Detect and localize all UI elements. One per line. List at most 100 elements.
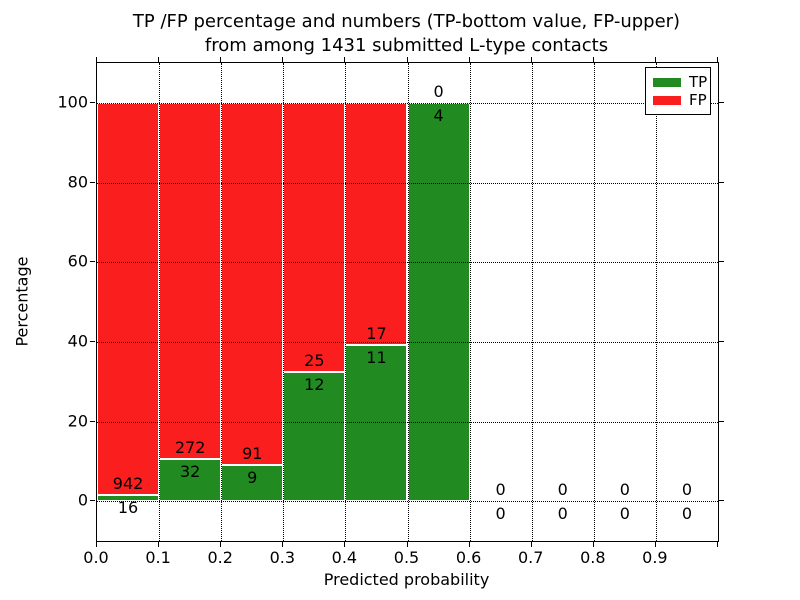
horizontal-gridline xyxy=(97,102,718,104)
chart-title-line2: from among 1431 submitted L-type contact… xyxy=(204,35,609,57)
tp-bar-segment xyxy=(283,371,346,502)
x-tick-label: 0.1 xyxy=(145,548,171,567)
x-axis-top-tick xyxy=(282,57,284,62)
legend-entry-tp: TP xyxy=(653,73,707,91)
fp-count-label: 0 xyxy=(619,480,630,500)
x-axis-top-tick xyxy=(96,57,97,62)
tp-count-label: 0 xyxy=(495,504,506,524)
legend-label-tp: TP xyxy=(689,72,708,91)
x-axis-top-tick xyxy=(592,57,594,62)
x-axis-top-tick xyxy=(468,57,470,62)
x-tick-label: 0.3 xyxy=(269,548,296,567)
x-axis-top-tick xyxy=(158,57,160,62)
horizontal-gridline xyxy=(97,501,718,503)
y-axis-right-tick xyxy=(719,261,724,263)
x-tick-label: 0.8 xyxy=(580,548,606,567)
fp-count-label: 942 xyxy=(112,473,144,493)
y-axis-tick xyxy=(90,261,95,263)
y-tick-label: 100 xyxy=(57,92,88,112)
x-axis-top-tick xyxy=(344,57,346,62)
x-tick-label: 0.2 xyxy=(207,548,233,567)
y-axis-tick xyxy=(90,340,95,342)
x-axis-tick xyxy=(282,542,284,547)
x-tick-label: 0.5 xyxy=(393,548,420,567)
x-axis-tick xyxy=(220,542,222,547)
y-axis-tick xyxy=(90,101,95,103)
x-axis-tick xyxy=(344,542,346,547)
vertical-gridline xyxy=(283,63,285,541)
horizontal-gridline xyxy=(97,341,718,343)
tp-count-label: 0 xyxy=(557,504,568,524)
x-axis-tick xyxy=(592,542,594,547)
vertical-gridline xyxy=(655,63,657,541)
x-tick-label: 0.9 xyxy=(642,548,668,567)
x-tick-label: 0.7 xyxy=(517,548,544,567)
tp-bar-segment xyxy=(221,465,284,502)
x-axis-top-tick xyxy=(717,57,718,62)
x-tick-label: 0.4 xyxy=(331,548,358,567)
y-axis-tick xyxy=(90,500,95,502)
tp-count-label: 9 xyxy=(247,468,258,488)
horizontal-gridline xyxy=(97,182,718,184)
tp-green-swatch xyxy=(653,77,681,87)
y-axis-right-tick xyxy=(719,101,724,103)
x-axis-tick xyxy=(530,542,532,547)
y-axis-right-tick xyxy=(719,420,724,422)
horizontal-gridline xyxy=(97,421,718,423)
plot-area: 942 16 272 32 91 9 25 12 17 11 0 4 0 0 0 0 0 0 0 0 TP FP xyxy=(96,62,719,542)
vertical-gridline xyxy=(159,63,161,541)
fp-bar-segment xyxy=(283,102,346,372)
legend-label-fp: FP xyxy=(689,90,707,109)
x-tick-label: 0.6 xyxy=(455,548,482,567)
y-axis-right-tick xyxy=(719,500,724,502)
fp-red-swatch xyxy=(653,95,681,105)
fp-bar-segment xyxy=(159,102,222,460)
fp-count-label: 17 xyxy=(366,323,387,343)
tp-count-label: 32 xyxy=(179,462,201,482)
fp-bar-segment xyxy=(345,102,408,345)
tp-count-label: 4 xyxy=(433,105,444,125)
fp-count-label: 272 xyxy=(174,438,206,458)
y-axis-tick xyxy=(90,420,95,422)
y-axis-label: Percentage xyxy=(12,256,32,347)
y-tick-label: 0 xyxy=(77,490,88,510)
x-tick-label: 0.0 xyxy=(83,548,109,567)
tp-count-label: 0 xyxy=(619,504,630,524)
tp-count-label: 0 xyxy=(681,504,693,524)
chart-title-line1: TP /FP percentage and numbers (TP-bottom… xyxy=(132,11,681,32)
y-tick-label: 20 xyxy=(67,411,88,430)
tp-count-label: 16 xyxy=(117,497,139,517)
x-axis-top-tick xyxy=(406,57,408,62)
tp-count-label: 12 xyxy=(304,374,325,394)
horizontal-gridline xyxy=(97,262,718,264)
fp-count-label: 0 xyxy=(557,480,568,500)
vertical-gridline xyxy=(407,63,409,541)
tp-bar-segment xyxy=(407,102,470,502)
fp-bar-segment xyxy=(97,102,160,495)
fp-count-label: 0 xyxy=(495,480,506,500)
fp-count-label: 25 xyxy=(304,351,325,370)
y-axis-tick xyxy=(90,181,95,183)
y-tick-label: 80 xyxy=(67,172,88,191)
vertical-gridline xyxy=(593,63,595,541)
x-axis-top-tick xyxy=(530,57,532,62)
tp-bar-segment xyxy=(97,494,160,502)
x-axis-tick xyxy=(717,542,718,547)
x-axis-tick xyxy=(406,542,408,547)
chart-title: TP /FP percentage and numbers (TP-bottom… xyxy=(96,10,717,59)
x-axis-top-tick xyxy=(654,57,656,62)
legend-entry-fp: FP xyxy=(653,91,707,109)
x-axis-tick xyxy=(158,542,160,547)
vertical-gridline xyxy=(469,63,471,541)
y-axis-right-tick xyxy=(719,181,724,183)
fp-bar-segment xyxy=(221,102,284,466)
x-axis-tick xyxy=(468,542,470,547)
tp-bar-segment xyxy=(345,344,408,502)
x-axis-top-tick xyxy=(220,57,222,62)
fp-count-label: 91 xyxy=(242,444,263,464)
vertical-gridline xyxy=(345,63,347,541)
y-axis-right-tick xyxy=(719,340,724,342)
x-axis-tick xyxy=(654,542,656,547)
legend-box: TP FP xyxy=(645,67,711,115)
